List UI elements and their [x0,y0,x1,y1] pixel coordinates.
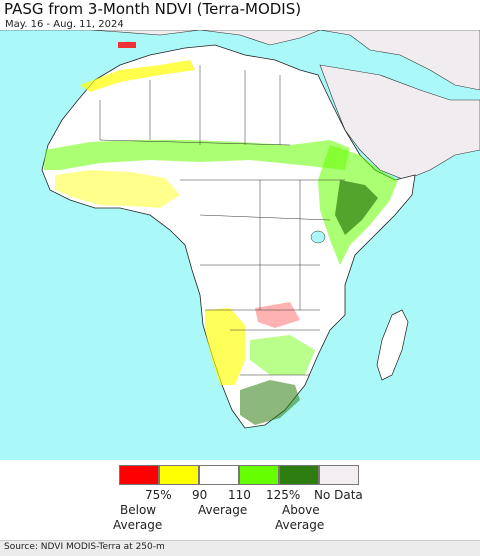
legend-above-line2: Average [275,518,325,532]
west-africa-yellow [55,170,180,208]
source-bar: Source: NDVI MODIS-Terra at 250-m [0,540,480,556]
legend-swatch-below-75 [119,465,159,485]
legend-swatch-110-125 [239,465,279,485]
legend-below-line1: Below [120,503,157,517]
map-title: PASG from 3-Month NDVI (Terra-MODIS) [4,0,302,18]
madagascar [376,309,409,381]
zambia-red [255,302,300,328]
legend-average: Average [198,503,248,517]
lake-victoria [310,230,326,244]
north-coast-yellow [80,60,195,92]
legend-tick-75: 75% [145,488,172,502]
arabia-land [319,64,480,181]
north-coast-red [118,42,136,48]
legend-tick-90: 90 [192,488,208,502]
legend-tick-110: 110 [228,488,251,502]
legend-above-line1: Above [282,503,320,517]
source-text: Source: NDVI MODIS-Terra at 250-m [4,542,165,552]
sahel-band [44,140,350,170]
legend-swatch-90-110 [199,465,239,485]
legend-swatch-75-90 [159,465,199,485]
south-africa-green [240,380,300,425]
europe-land [0,30,480,91]
africa-map [0,30,480,460]
legend-no-data: No Data [314,488,363,502]
east-africa-darkgreen [335,180,378,235]
legend-swatch-no-data [319,465,359,485]
namibia-yellow [205,308,245,385]
legend-below-line2: Average [113,518,163,532]
date-range: May. 16 - Aug. 11, 2024 [5,19,124,30]
country-borders [99,65,345,376]
legend-swatch-above-125 [279,465,319,485]
botswana-green [250,335,315,375]
legend-tick-125: 125% [266,488,301,502]
